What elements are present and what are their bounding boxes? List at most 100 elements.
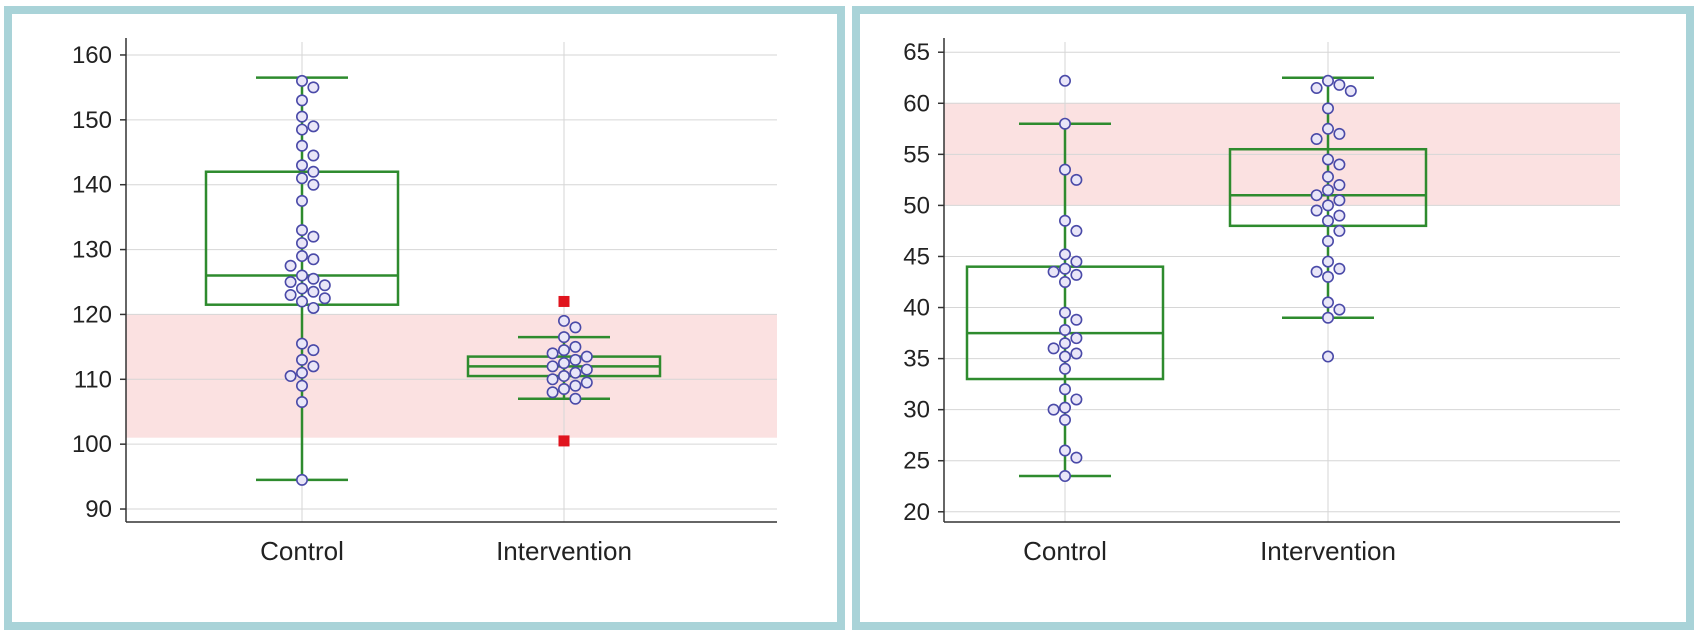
- y-tick-label: 110: [74, 366, 112, 393]
- outlier-point: [558, 295, 570, 307]
- y-tick-label: 65: [903, 39, 930, 66]
- data-point: [1333, 262, 1346, 275]
- y-tick-label: 90: [85, 496, 112, 523]
- data-point: [1059, 444, 1072, 457]
- data-point: [1321, 153, 1334, 166]
- data-point: [295, 74, 308, 87]
- data-point: [1059, 275, 1072, 288]
- data-point: [284, 275, 297, 288]
- data-point: [295, 473, 308, 486]
- y-tick-label: 120: [72, 301, 112, 328]
- data-point: [284, 370, 297, 383]
- data-point: [1047, 342, 1060, 355]
- box-intervention: [1228, 74, 1428, 363]
- y-tick-label: 45: [903, 243, 930, 270]
- data-point: [307, 120, 320, 133]
- data-point: [1321, 102, 1334, 115]
- data-point: [295, 250, 308, 263]
- data-point: [569, 353, 582, 366]
- left-chart-panel: 90 100 110 120 130 140 150 160 Control Interventi…: [4, 6, 845, 630]
- data-point: [295, 379, 308, 392]
- data-point: [295, 366, 308, 379]
- data-point: [1059, 117, 1072, 130]
- data-point: [1321, 122, 1334, 135]
- data-point: [1333, 78, 1346, 91]
- data-point: [1344, 85, 1357, 98]
- data-point: [1059, 401, 1072, 414]
- y-tick-label: 100: [72, 431, 112, 458]
- x-category-label: Control: [260, 536, 344, 566]
- data-point: [1070, 451, 1083, 464]
- y-tick-label: 50: [903, 192, 930, 219]
- x-category-label: Control: [1023, 536, 1107, 566]
- data-point: [1321, 214, 1334, 227]
- data-point: [580, 350, 593, 363]
- data-point: [1321, 296, 1334, 309]
- data-point: [1310, 189, 1323, 202]
- data-point: [1059, 248, 1072, 261]
- data-point: [295, 353, 308, 366]
- right-box-plot: 20 25 30 35 40 45 50 55 60 65 Control Intervention: [903, 38, 1620, 566]
- data-point: [295, 94, 308, 107]
- data-point: [546, 347, 559, 360]
- data-point: [1070, 332, 1083, 345]
- data-point: [307, 149, 320, 162]
- data-point: [307, 360, 320, 373]
- data-point: [295, 269, 308, 282]
- data-point: [1070, 393, 1083, 406]
- data-point: [557, 331, 570, 344]
- x-category-label: Intervention: [1260, 536, 1396, 566]
- data-point: [1070, 347, 1083, 360]
- data-point: [307, 253, 320, 266]
- data-point: [1070, 173, 1083, 186]
- data-point: [295, 237, 308, 250]
- data-point: [295, 282, 308, 295]
- data-point: [1321, 270, 1334, 283]
- data-point: [557, 370, 570, 383]
- data-point: [1321, 311, 1334, 324]
- data-point: [307, 285, 320, 298]
- y-tick-label: 140: [72, 172, 112, 199]
- box-control: [965, 74, 1165, 483]
- data-point: [546, 360, 559, 373]
- outlier-point: [558, 435, 570, 447]
- data-point: [580, 363, 593, 376]
- data-point: [318, 292, 331, 305]
- y-tick-label: 60: [903, 90, 930, 117]
- data-point: [1333, 158, 1346, 171]
- box-control: [204, 74, 400, 486]
- data-point: [307, 178, 320, 191]
- data-point: [1333, 178, 1346, 191]
- data-point: [569, 379, 582, 392]
- data-point: [557, 344, 570, 357]
- data-point: [1321, 199, 1334, 212]
- data-point: [1321, 74, 1334, 87]
- data-point: [295, 224, 308, 237]
- data-point: [1059, 74, 1072, 87]
- data-point: [557, 314, 570, 327]
- data-point: [546, 386, 559, 399]
- data-point: [1321, 170, 1334, 183]
- data-point: [307, 344, 320, 357]
- data-point: [1321, 255, 1334, 268]
- data-point: [295, 337, 308, 350]
- data-point: [295, 194, 308, 207]
- data-point: [1047, 403, 1060, 416]
- data-point: [295, 159, 308, 172]
- data-point: [1321, 184, 1334, 197]
- data-point: [1333, 209, 1346, 222]
- data-point: [1333, 127, 1346, 140]
- data-point: [569, 366, 582, 379]
- data-point: [1310, 204, 1323, 217]
- data-point: [1070, 313, 1083, 326]
- data-point: [1047, 265, 1060, 278]
- left-box-plot: 90 100 110 120 130 140 150 160 Control Interventi…: [72, 38, 777, 566]
- data-point: [1059, 350, 1072, 363]
- data-point: [307, 81, 320, 94]
- data-point: [580, 376, 593, 389]
- y-tick-label: 25: [903, 448, 930, 475]
- data-point: [295, 172, 308, 185]
- data-point: [557, 383, 570, 396]
- data-point: [284, 259, 297, 272]
